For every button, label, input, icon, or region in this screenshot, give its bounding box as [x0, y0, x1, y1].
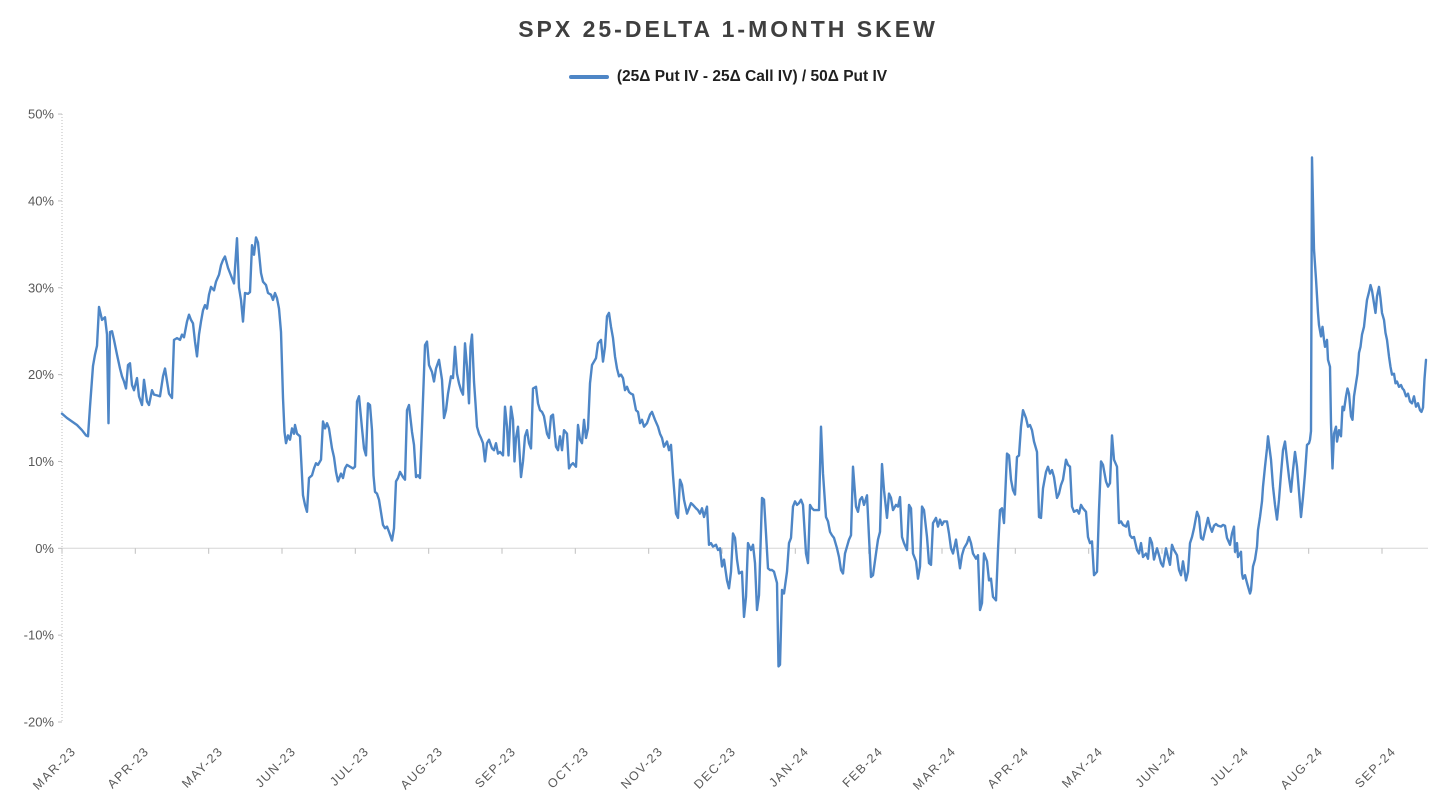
- legend-label: (25Δ Put IV - 25Δ Call IV) / 50Δ Put IV: [616, 68, 888, 85]
- y-tick-label: -10%: [24, 628, 55, 643]
- y-tick-label: 40%: [28, 193, 54, 208]
- y-tick-label: 0%: [35, 541, 54, 556]
- y-tick-label: 10%: [28, 454, 54, 469]
- legend: (25Δ Put IV - 25Δ Call IV) / 50Δ Put IV: [0, 68, 1456, 86]
- legend-line-swatch: [568, 75, 609, 79]
- y-tick-label: 30%: [28, 280, 54, 295]
- chart-title: SPX 25-DELTA 1-MONTH SKEW: [518, 16, 938, 42]
- y-tick-label: -20%: [24, 715, 55, 730]
- y-tick-label: 20%: [28, 367, 54, 382]
- series-line: [60, 156, 1428, 668]
- y-tick-label: 50%: [28, 107, 54, 122]
